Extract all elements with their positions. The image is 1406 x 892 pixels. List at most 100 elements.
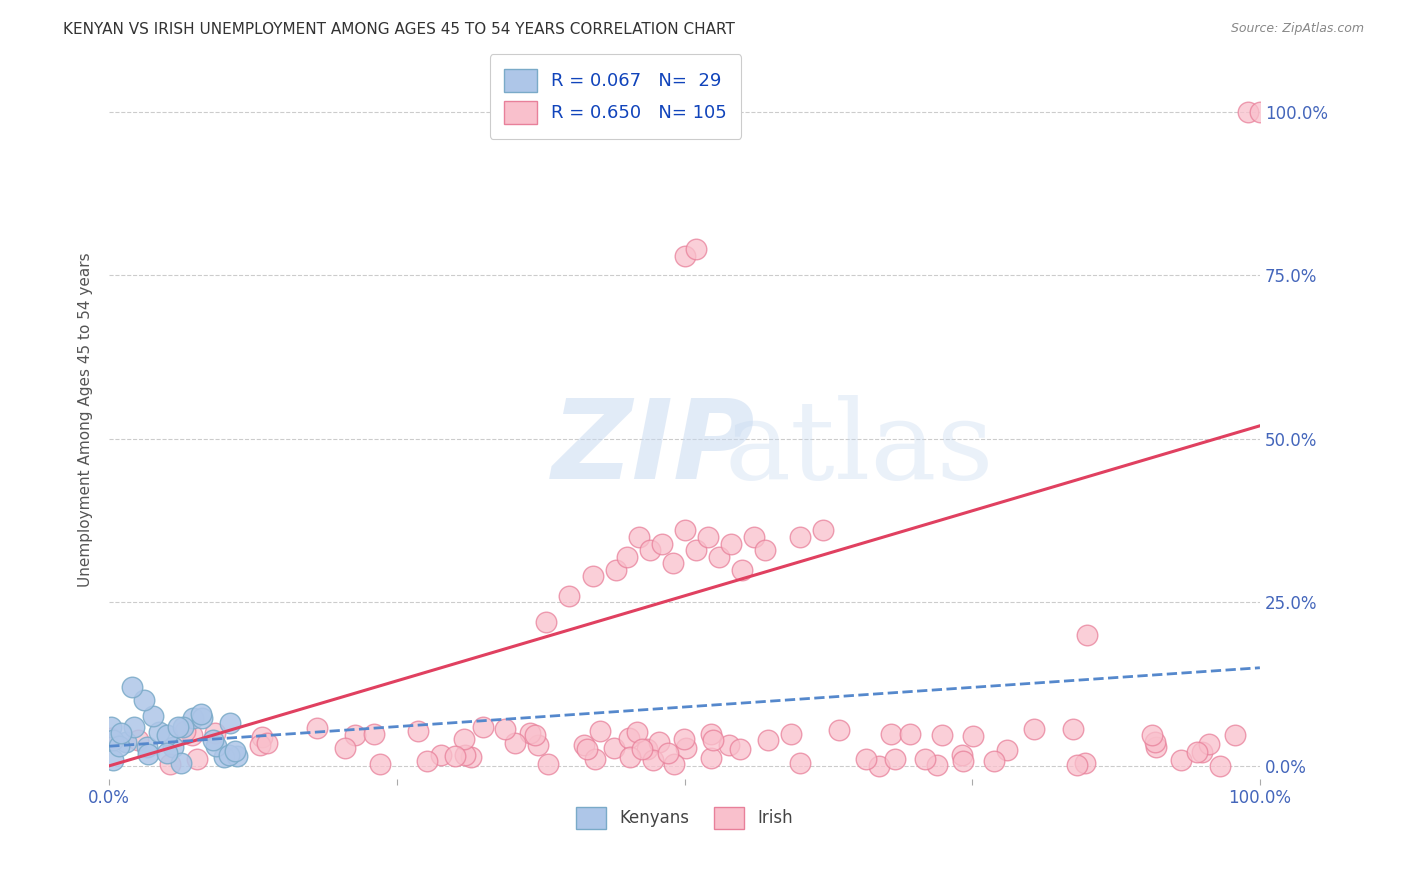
Point	[789, 756, 811, 771]
Point	[730, 742, 752, 756]
Point	[124, 719, 146, 733]
Point	[962, 729, 984, 743]
Point	[616, 549, 638, 564]
Point	[224, 744, 246, 758]
Point	[1198, 737, 1220, 751]
Point	[675, 740, 697, 755]
Point	[657, 746, 679, 760]
Point	[226, 748, 249, 763]
Point	[631, 742, 654, 756]
Point	[627, 530, 650, 544]
Point	[1249, 104, 1271, 119]
Point	[135, 739, 157, 754]
Point	[249, 738, 271, 752]
Point	[673, 249, 696, 263]
Point	[526, 738, 548, 752]
Point	[471, 720, 494, 734]
Point	[575, 741, 598, 756]
Legend: Kenyans, Irish: Kenyans, Irish	[569, 801, 800, 835]
Point	[368, 757, 391, 772]
Point	[1066, 758, 1088, 772]
Point	[108, 739, 131, 753]
Point	[756, 733, 779, 747]
Point	[1140, 728, 1163, 742]
Point	[190, 706, 212, 721]
Point	[685, 242, 707, 256]
Point	[898, 727, 921, 741]
Point	[103, 732, 125, 747]
Point	[159, 757, 181, 772]
Point	[132, 693, 155, 707]
Point	[647, 735, 669, 749]
Point	[212, 750, 235, 764]
Point	[636, 742, 658, 756]
Text: atlas: atlas	[725, 394, 994, 501]
Point	[505, 736, 527, 750]
Point	[136, 747, 159, 761]
Point	[305, 721, 328, 735]
Point	[127, 733, 149, 747]
Point	[524, 728, 547, 742]
Point	[363, 727, 385, 741]
Point	[1208, 758, 1230, 772]
Point	[855, 752, 877, 766]
Point	[1191, 745, 1213, 759]
Point	[1022, 722, 1045, 736]
Point	[602, 741, 624, 756]
Point	[1237, 104, 1260, 119]
Point	[252, 731, 274, 745]
Point	[574, 738, 596, 752]
Point	[720, 536, 742, 550]
Point	[995, 742, 1018, 756]
Point	[983, 754, 1005, 768]
Point	[925, 757, 948, 772]
Point	[950, 748, 973, 763]
Point	[914, 752, 936, 766]
Point	[101, 753, 124, 767]
Point	[673, 732, 696, 747]
Point	[558, 589, 581, 603]
Point	[100, 720, 122, 734]
Point	[183, 711, 205, 725]
Point	[204, 739, 226, 753]
Y-axis label: Unemployment Among Ages 45 to 54 years: Unemployment Among Ages 45 to 54 years	[79, 252, 93, 587]
Point	[453, 747, 475, 762]
Point	[780, 727, 803, 741]
Point	[156, 746, 179, 760]
Point	[707, 549, 730, 564]
Point	[1144, 735, 1167, 749]
Point	[156, 728, 179, 742]
Point	[811, 524, 834, 538]
Point	[662, 756, 685, 771]
Point	[1223, 728, 1246, 742]
Point	[1062, 722, 1084, 736]
Point	[416, 754, 439, 768]
Point	[868, 758, 890, 772]
Point	[172, 720, 194, 734]
Point	[204, 725, 226, 739]
Point	[619, 731, 641, 745]
Point	[742, 530, 765, 544]
Point	[1074, 756, 1097, 771]
Point	[174, 724, 197, 739]
Point	[218, 715, 240, 730]
Point	[1076, 628, 1098, 642]
Point	[536, 615, 558, 629]
Text: KENYAN VS IRISH UNEMPLOYMENT AMONG AGES 45 TO 54 YEARS CORRELATION CHART: KENYAN VS IRISH UNEMPLOYMENT AMONG AGES …	[63, 22, 735, 37]
Point	[343, 728, 366, 742]
Point	[589, 724, 612, 739]
Point	[685, 543, 707, 558]
Point	[186, 752, 208, 766]
Point	[1170, 753, 1192, 767]
Point	[536, 757, 558, 772]
Point	[952, 754, 974, 768]
Point	[201, 732, 224, 747]
Point	[333, 740, 356, 755]
Point	[583, 752, 606, 766]
Point	[828, 723, 851, 738]
Point	[880, 727, 903, 741]
Point	[444, 749, 467, 764]
Point	[651, 536, 673, 550]
Point	[702, 732, 724, 747]
Point	[641, 753, 664, 767]
